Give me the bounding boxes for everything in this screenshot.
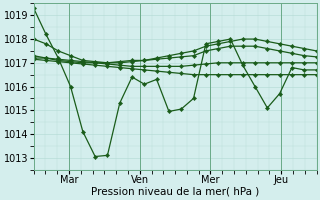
X-axis label: Pression niveau de la mer( hPa ): Pression niveau de la mer( hPa ) — [91, 187, 259, 197]
